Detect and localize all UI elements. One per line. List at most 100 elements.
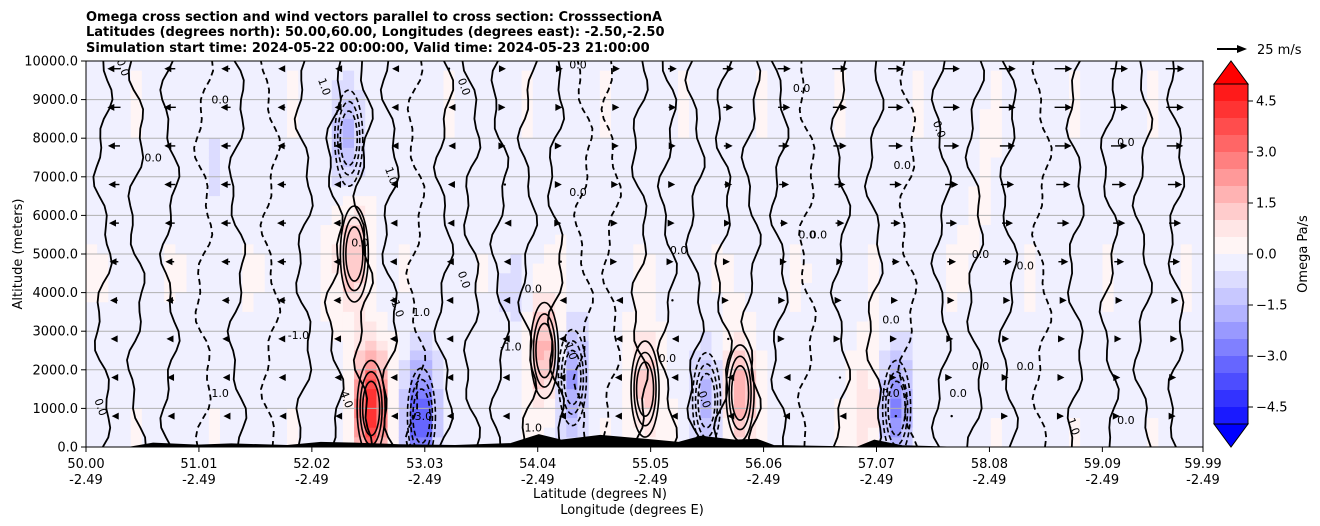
omega-cell — [1124, 186, 1137, 197]
omega-cell — [398, 61, 411, 72]
omega-cell — [97, 186, 109, 197]
wind-vector-head — [1174, 219, 1182, 227]
wind-vector — [503, 183, 507, 186]
contour-label: 0.0 — [524, 283, 542, 296]
omega-cell — [644, 369, 657, 381]
omega-cell — [756, 379, 768, 390]
omega-cell — [342, 80, 355, 91]
omega-cell — [454, 263, 467, 274]
omega-cell — [566, 147, 579, 159]
omega-cell — [1158, 302, 1171, 313]
omega-cell — [689, 61, 701, 72]
omega-cell — [1113, 379, 1126, 390]
omega-cell — [465, 186, 478, 197]
wind-vector — [277, 103, 286, 111]
contour-line — [997, 61, 1019, 447]
omega-cell — [242, 109, 255, 120]
omega-cell — [309, 340, 322, 352]
omega-cell — [1035, 398, 1048, 409]
omega-cell — [722, 176, 735, 188]
omega-cell — [566, 302, 579, 313]
omega-cell — [175, 254, 188, 265]
omega-cell — [1102, 167, 1115, 178]
omega-cell — [342, 99, 355, 110]
omega-cell — [599, 427, 612, 438]
omega-cell — [1046, 80, 1059, 91]
omega-cell — [220, 205, 232, 216]
omega-cell — [476, 70, 489, 81]
omega-cell — [86, 282, 98, 294]
omega-cell — [599, 379, 612, 390]
omega-cell — [879, 273, 891, 284]
omega-cell — [365, 321, 378, 332]
omega-cell — [1057, 157, 1070, 168]
omega-cell — [532, 427, 545, 438]
omega-cell — [376, 225, 389, 236]
omega-cell — [1024, 89, 1037, 101]
omega-cell — [376, 128, 389, 139]
omega-cell — [521, 244, 534, 255]
omega-cell — [119, 331, 132, 342]
omega-cell — [186, 186, 199, 197]
omega-cell — [566, 389, 579, 400]
omega-cell — [957, 282, 970, 294]
omega-cell — [644, 273, 657, 284]
omega-cell — [510, 427, 523, 438]
omega-cell — [923, 331, 936, 342]
omega-cell — [968, 321, 981, 332]
wind-vector-head — [947, 296, 955, 304]
omega-cell — [856, 340, 869, 352]
omega-cell — [1135, 176, 1148, 188]
omega-cell — [990, 205, 1003, 216]
omega-cell — [476, 389, 489, 400]
omega-cell — [1068, 350, 1081, 361]
omega-cell — [320, 427, 333, 438]
omega-cell — [1102, 350, 1115, 361]
omega-cell — [756, 340, 768, 352]
omega-cell — [1046, 340, 1059, 352]
omega-cell — [789, 311, 802, 323]
wind-vector — [222, 374, 230, 382]
omega-cell — [588, 292, 601, 303]
omega-cell — [968, 408, 981, 419]
omega-cell — [287, 340, 299, 352]
wind-vector — [667, 219, 675, 227]
omega-cell — [1001, 234, 1014, 245]
omega-cell — [1102, 437, 1115, 447]
omega-cell — [488, 186, 500, 197]
omega-cell — [756, 254, 768, 265]
wind-vector — [1057, 374, 1065, 382]
omega-cell — [298, 389, 310, 400]
omega-cell — [141, 379, 154, 390]
omega-cell — [231, 176, 243, 188]
colorbar-tick-label: 1.5 — [1256, 197, 1277, 212]
omega-cell — [666, 70, 679, 81]
omega-cell — [588, 273, 601, 284]
omega-cell — [1169, 254, 1182, 265]
omega-cell — [733, 109, 746, 120]
omega-cell — [197, 118, 210, 130]
omega-cell — [499, 282, 512, 294]
omega-cell — [1046, 196, 1059, 207]
contour-line — [863, 61, 885, 447]
omega-cell — [432, 167, 445, 178]
omega-cell — [421, 205, 433, 216]
omega-cell — [733, 225, 746, 236]
omega-cell — [1035, 427, 1048, 438]
omega-cell — [119, 89, 132, 101]
omega-cell — [432, 99, 445, 110]
omega-cell — [767, 138, 780, 149]
omega-cell — [342, 263, 355, 274]
omega-cell — [398, 427, 411, 438]
omega-cell — [633, 331, 646, 342]
omega-cell — [387, 176, 400, 188]
omega-cell — [153, 321, 165, 332]
omega-cell — [666, 282, 679, 294]
omega-cell — [800, 118, 813, 130]
omega-cell — [454, 389, 467, 400]
omega-cell — [934, 186, 947, 197]
omega-cell — [119, 80, 132, 91]
omega-cell — [1013, 340, 1025, 352]
omega-cell — [800, 331, 813, 342]
omega-cell — [186, 282, 199, 294]
